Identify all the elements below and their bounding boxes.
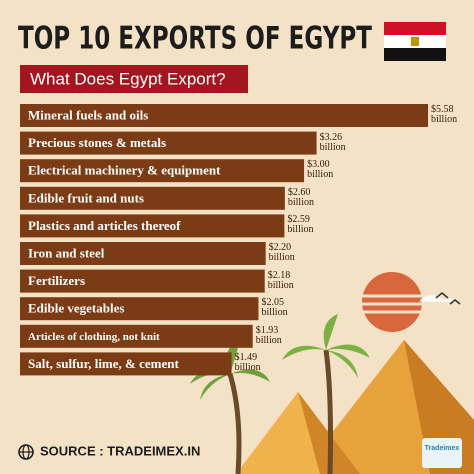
chart-title: TOP 10 EXPORTS OF EGYPT xyxy=(18,21,372,57)
logo: Tradeimex xyxy=(425,445,460,452)
value-label: $5.58 billion xyxy=(431,104,458,125)
value-label: $2.59 billion xyxy=(287,214,314,236)
logo-box xyxy=(422,438,462,468)
bar xyxy=(20,324,253,348)
category-label: Articles of clothing, not knit xyxy=(28,331,160,343)
bar xyxy=(20,242,266,265)
value-label: $1.49 billion xyxy=(234,352,261,374)
value-label: $2.05 billion xyxy=(261,297,288,319)
category-label: Plastics and articles thereof xyxy=(28,218,181,233)
bar xyxy=(20,131,317,155)
subtitle-box xyxy=(20,65,248,93)
flag xyxy=(384,22,446,61)
value-label: $1.93 billion xyxy=(255,324,282,346)
bar xyxy=(20,214,285,238)
category-label: Electrical machinery & equipment xyxy=(28,163,221,178)
category-label: Edible vegetables xyxy=(28,301,124,316)
category-label: Precious stones & metals xyxy=(28,135,166,150)
category-label: Mineral fuels and oils xyxy=(28,107,148,122)
bar xyxy=(20,269,265,293)
bar xyxy=(20,104,428,127)
source-text: SOURCE : TRADEIMEX.IN xyxy=(40,443,200,458)
chart-subtitle: What Does Egypt Export? xyxy=(30,69,226,88)
bar xyxy=(20,297,259,321)
value-label: $3.26 billion xyxy=(319,131,346,153)
bar xyxy=(20,159,305,183)
value-label: $2.18 billion xyxy=(267,269,294,291)
source xyxy=(18,444,34,460)
bar xyxy=(20,352,232,376)
value-label: $3.00 billion xyxy=(307,159,334,181)
category-label: Edible fruit and nuts xyxy=(28,190,144,205)
category-label: Fertilizers xyxy=(28,273,85,288)
bar xyxy=(20,186,285,210)
category-label: Salt, sulfur, lime, & cement xyxy=(28,356,179,371)
decoration xyxy=(190,272,474,474)
category-label: Iron and steel xyxy=(28,245,105,260)
value-label: $2.60 billion xyxy=(287,186,314,208)
value-label: $2.20 billion xyxy=(268,242,295,263)
